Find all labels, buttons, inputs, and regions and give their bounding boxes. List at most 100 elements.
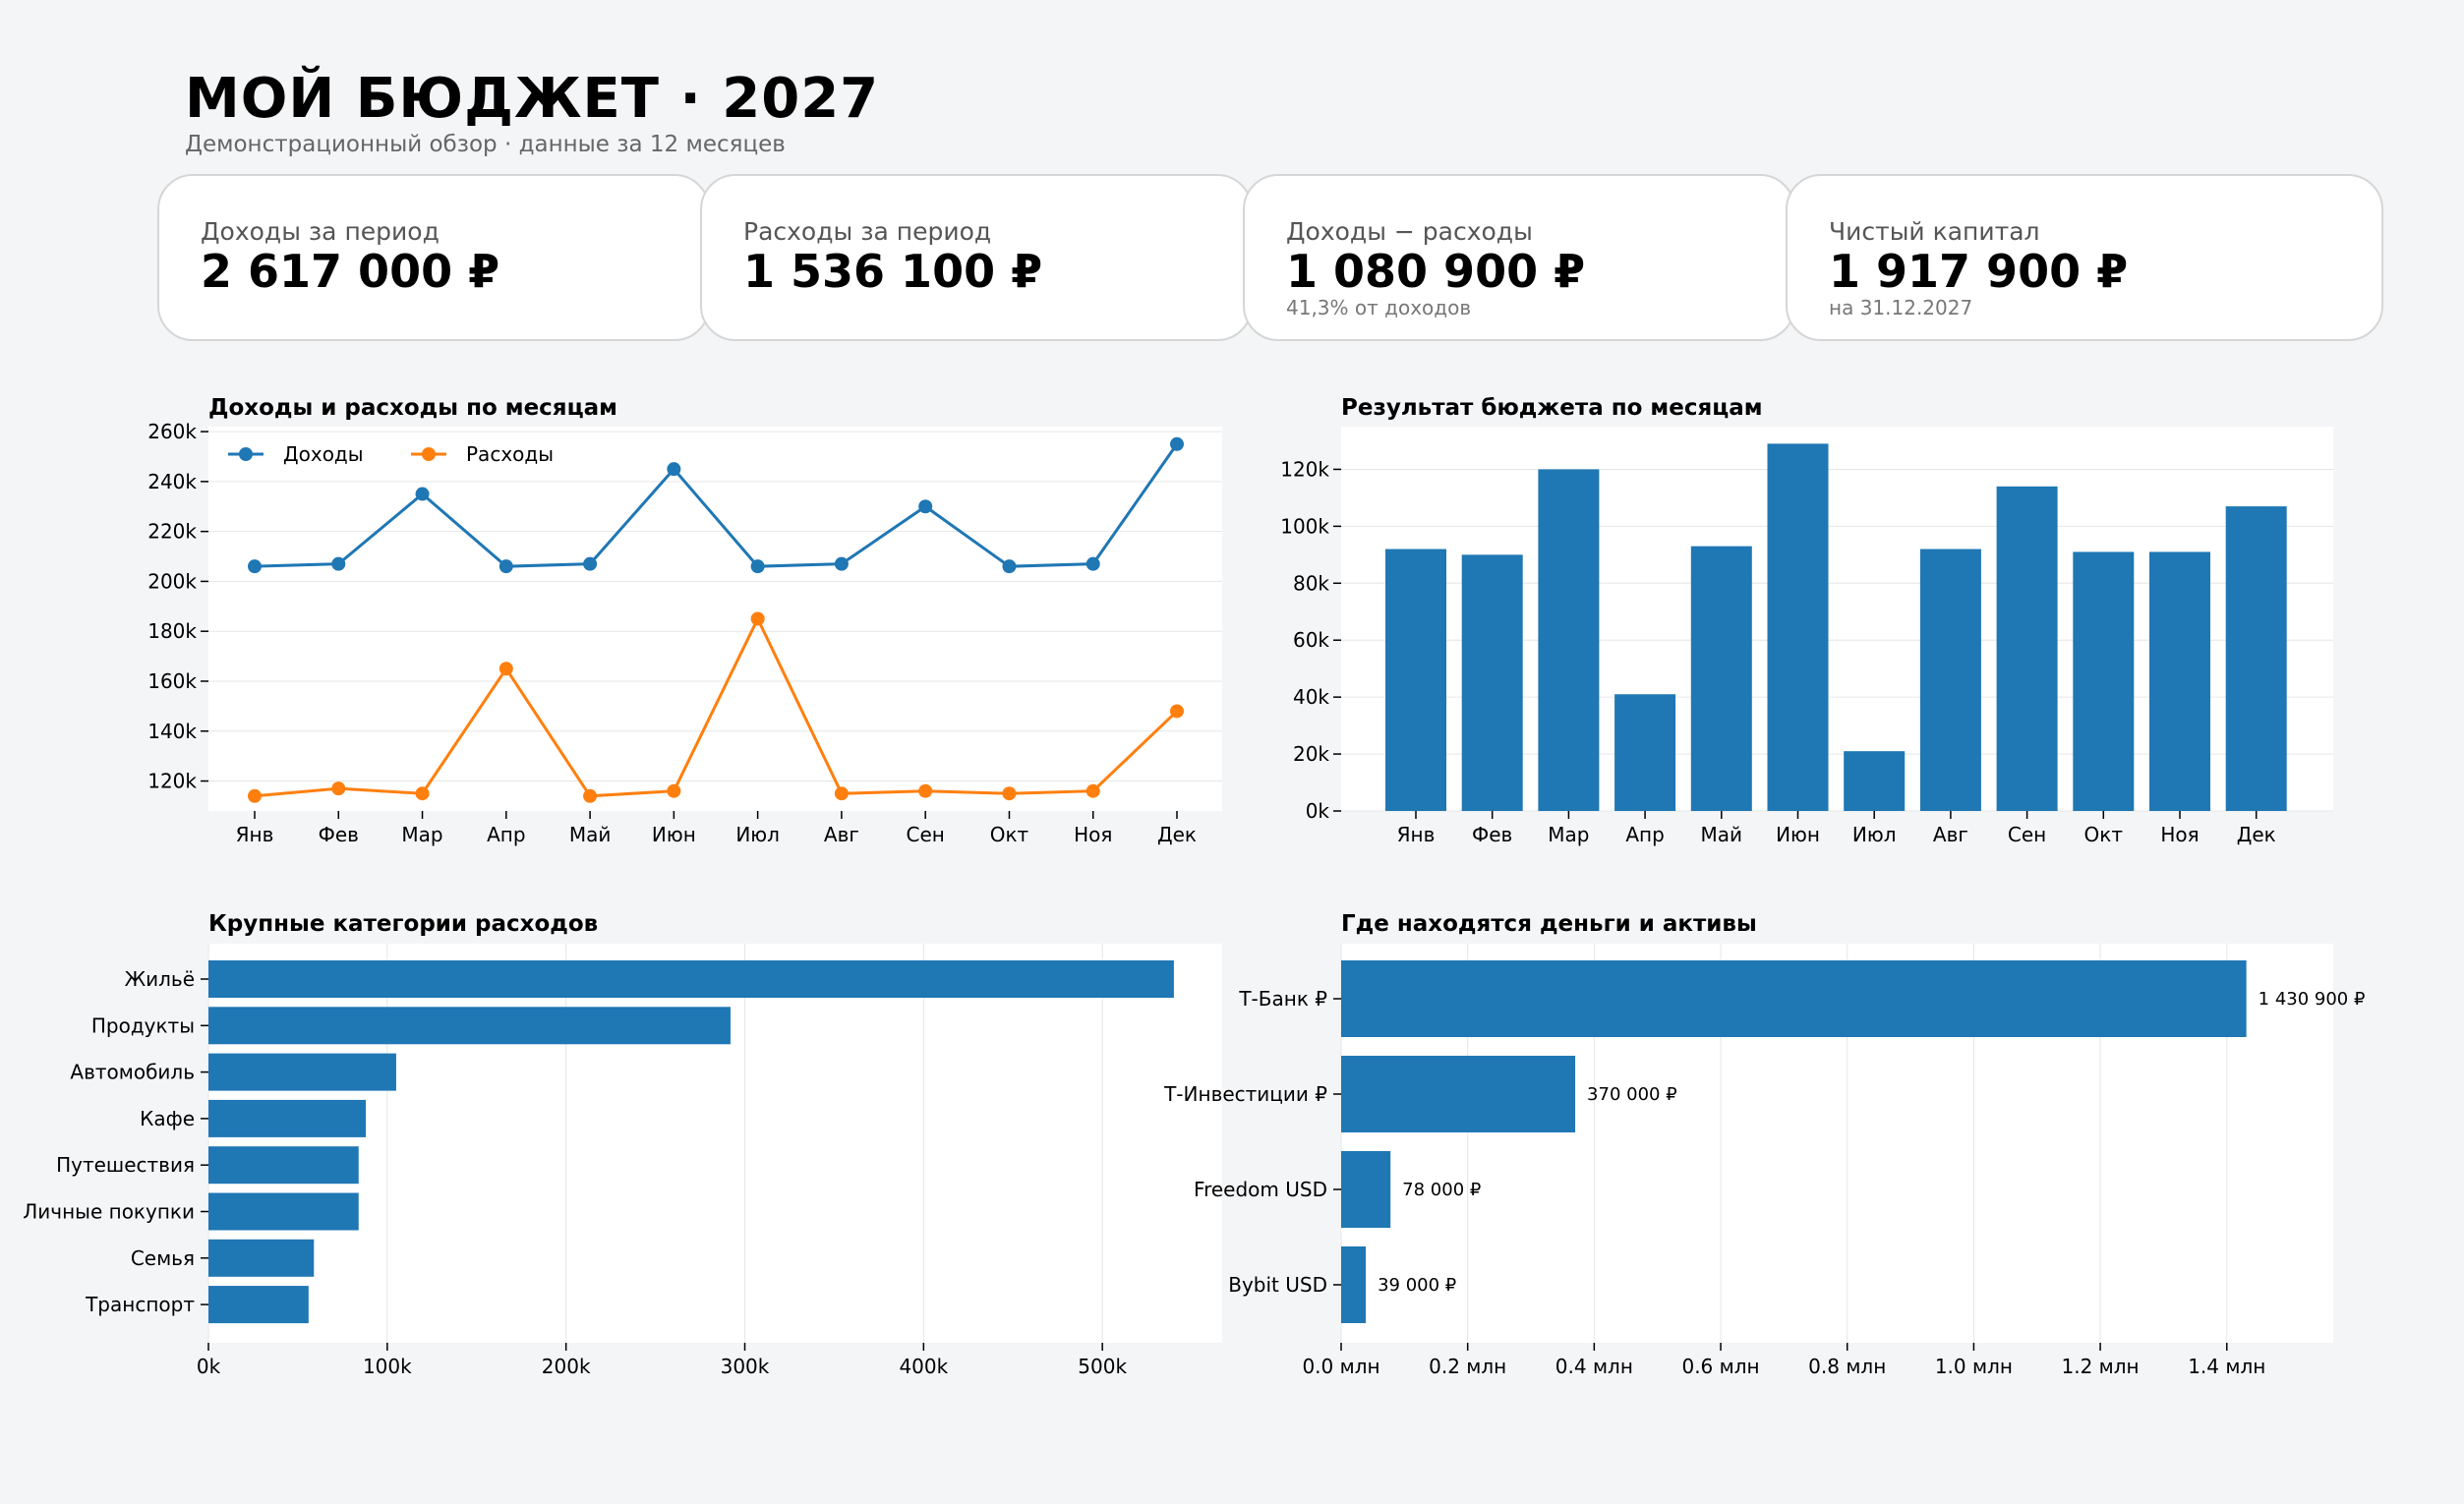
- y-tick-label: Кафе: [140, 1107, 195, 1130]
- kpi-label: Чистый капитал: [1829, 217, 2040, 246]
- x-tick-label: Янв: [1397, 823, 1436, 846]
- x-tick-label: 0.8 млн: [1808, 1355, 1886, 1378]
- x-tick-label: Сен: [907, 823, 945, 846]
- y-tick-label: Freedom USD: [1194, 1178, 1327, 1201]
- x-tick-label: Окт: [2084, 823, 2124, 846]
- y-tick-label: 200k: [147, 569, 197, 593]
- y-tick-label: 40k: [1293, 685, 1329, 709]
- x-tick-label: 200k: [542, 1355, 591, 1378]
- x-tick-label: Апр: [487, 823, 525, 846]
- legend-label: Доходы: [283, 442, 364, 466]
- y-tick-label: 120k: [1280, 457, 1329, 481]
- kpi-card-net-worth: Чистый капитал 1 917 900 ₽ на 31.12.2027: [1786, 174, 2383, 341]
- y-tick-label: Т-Инвестиции ₽: [1163, 1082, 1327, 1106]
- data-point: [834, 786, 849, 801]
- x-tick-label: Июл: [735, 823, 780, 846]
- bar: [1614, 694, 1676, 811]
- x-tick-label: Авг: [1933, 823, 1968, 846]
- data-point: [499, 559, 513, 574]
- kpi-note: 41,3% от доходов: [1286, 296, 1472, 319]
- series-line: [254, 615, 1179, 798]
- chart-title: Доходы и расходы по месяцам: [208, 395, 617, 421]
- x-tick-label: Апр: [1625, 823, 1664, 846]
- plot-area: [208, 427, 1222, 811]
- income-expense-line-chart: Доходы и расходы по месяцам 120k 140k 160k 1…: [147, 395, 1222, 846]
- data-point: [834, 556, 849, 571]
- bar: [1341, 1246, 1367, 1323]
- data-point: [1085, 783, 1100, 798]
- x-tick-label: Янв: [236, 823, 274, 846]
- x-tick-label: Авг: [824, 823, 859, 846]
- kpi-value: 1 536 100 ₽: [743, 245, 1043, 298]
- y-tick-label: Семья: [131, 1246, 195, 1270]
- expense-categories-bar-chart: Крупные категории расходов 0k 100k 200k 300k…: [23, 911, 1222, 1378]
- data-point: [248, 788, 262, 803]
- y-tick-label: Т-Банк ₽: [1238, 987, 1327, 1011]
- x-tick-label: Дек: [2237, 823, 2276, 846]
- data-point: [1002, 559, 1017, 574]
- bar: [2225, 506, 2287, 811]
- y-tick-label: 240k: [147, 470, 197, 493]
- kpi-value: 1 080 900 ₽: [1286, 245, 1586, 298]
- y-tick-label: 220k: [147, 520, 197, 544]
- chart-title: Где находятся деньги и активы: [1341, 911, 1757, 937]
- y-tick-label: Продукты: [91, 1013, 195, 1037]
- data-point: [1002, 786, 1017, 801]
- y-tick-label: Жильё: [125, 967, 195, 991]
- x-tick-label: Фев: [319, 823, 359, 846]
- data-point: [918, 499, 933, 514]
- kpi-card-income: Доходы за период 2 617 000 ₽: [157, 174, 710, 341]
- y-tick-label: Транспорт: [85, 1293, 195, 1316]
- legend-marker: [239, 447, 253, 461]
- kpi-label: Доходы − расходы: [1286, 217, 1533, 246]
- y-tick-label: 260k: [147, 420, 197, 443]
- bar: [1844, 751, 1906, 811]
- bar: [1461, 554, 1523, 811]
- x-tick-label: Май: [569, 823, 612, 846]
- data-point: [583, 556, 598, 571]
- bar: [1767, 443, 1829, 811]
- data-point: [1085, 556, 1100, 571]
- x-tick-label: 1.4 млн: [2188, 1355, 2265, 1378]
- y-tick-label: 100k: [1280, 514, 1329, 538]
- bar: [2073, 551, 2135, 811]
- x-tick-label: 0.2 млн: [1429, 1355, 1506, 1378]
- chart-title: Результат бюджета по месяцам: [1341, 395, 1763, 421]
- data-point: [1170, 436, 1184, 451]
- bar: [208, 1053, 396, 1091]
- kpi-label: Расходы за период: [743, 217, 992, 246]
- kpi-card-expenses: Расходы за период 1 536 100 ₽: [700, 174, 1253, 341]
- x-tick-label: 100k: [363, 1355, 412, 1378]
- bar: [1996, 486, 2058, 811]
- budget-result-bar-chart: Результат бюджета по месяцам 0k 20k 40k 60k 8…: [1280, 395, 2333, 846]
- bar: [1538, 469, 1600, 811]
- bar: [208, 1007, 731, 1045]
- page-subtitle: Демонстрационный обзор · данные за 12 ме…: [185, 132, 786, 157]
- x-tick-label: Окт: [990, 823, 1029, 846]
- bar: [1919, 549, 1981, 811]
- x-tick-label: Июл: [1852, 823, 1897, 846]
- y-tick-label: 20k: [1293, 742, 1329, 766]
- y-tick-label: 160k: [147, 669, 197, 693]
- x-tick-label: Июн: [1776, 823, 1820, 846]
- data-point: [667, 462, 681, 477]
- bar: [1385, 549, 1446, 811]
- x-tick-label: Июн: [652, 823, 696, 846]
- data-point: [583, 788, 598, 803]
- bar: [1690, 546, 1752, 811]
- x-tick-label: Фев: [1472, 823, 1512, 846]
- assets-bar-chart: Где находятся деньги и активы 0.0 млн 0.2 …: [1163, 911, 2365, 1378]
- chart-title: Крупные категории расходов: [208, 911, 598, 937]
- bar-value-label: 370 000 ₽: [1587, 1084, 1677, 1105]
- x-tick-label: Дек: [1157, 823, 1197, 846]
- page-title: МОЙ БЮДЖЕТ · 2027: [185, 67, 880, 131]
- series-line: [254, 442, 1179, 568]
- x-tick-label: 400k: [899, 1355, 948, 1378]
- data-point: [1170, 704, 1184, 719]
- bar-value-label: 1 430 900 ₽: [2259, 989, 2366, 1010]
- bar: [208, 1192, 359, 1231]
- y-tick-label: 180k: [147, 619, 197, 643]
- x-tick-label: Ноя: [2160, 823, 2199, 846]
- bar: [1341, 1151, 1391, 1228]
